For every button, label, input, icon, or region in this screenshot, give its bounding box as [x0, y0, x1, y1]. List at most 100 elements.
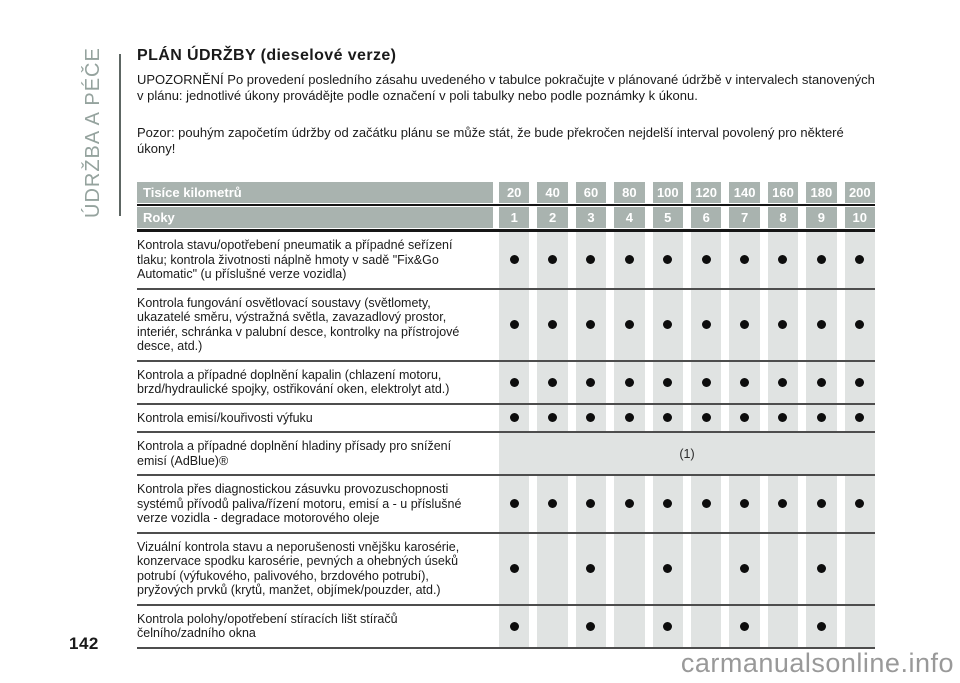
- header-years-cells: 1 2 3 4 5 6 7 8 9 10: [499, 207, 875, 228]
- interval-empty-cell: [614, 605, 645, 647]
- interval-mark-cell: [806, 605, 837, 647]
- interval-mark-cell: [844, 404, 875, 431]
- row-cells: [499, 533, 875, 604]
- row-cells: [499, 289, 875, 360]
- bullet-mark-icon: [586, 413, 596, 423]
- km-header-cell: 100: [652, 182, 683, 203]
- sidebar-divider-line: [119, 54, 121, 216]
- year-header-cell: 3: [575, 207, 607, 228]
- page-title: PLÁN ÚDRŽBY (dieselové verze): [137, 47, 397, 64]
- interval-mark-cell: [499, 605, 530, 647]
- interval-mark-cell: [652, 476, 683, 532]
- bullet-mark-icon: [586, 564, 596, 573]
- header-divider: [137, 204, 875, 206]
- bullet-mark-icon: [509, 320, 519, 329]
- km-header-cell: 160: [767, 182, 799, 203]
- bullet-mark-icon: [624, 499, 634, 509]
- row-task-label: Kontrola emisí/kouřivosti výfuku: [137, 410, 313, 425]
- interval-mark-cell: [806, 289, 837, 360]
- year-header-cell: 7: [729, 207, 760, 228]
- year-header-cell: 1: [499, 207, 530, 228]
- km-header-cell: 180: [806, 182, 837, 203]
- note-span-band: (1): [499, 433, 875, 474]
- bullet-mark-icon: [701, 255, 711, 265]
- bullet-mark-icon: [740, 320, 750, 329]
- km-header-cell: 80: [614, 182, 645, 203]
- bullet-mark-icon: [548, 377, 558, 387]
- interval-mark-cell: [575, 232, 607, 288]
- bullet-mark-icon: [586, 377, 596, 387]
- row-task-label: Vizuální kontrola stavu a neporušenosti …: [137, 539, 460, 598]
- bullet-mark-icon: [586, 255, 596, 265]
- bullet-mark-icon: [586, 320, 596, 329]
- bullet-mark-icon: [816, 255, 826, 265]
- bullet-mark-icon: [509, 413, 519, 423]
- interval-mark-cell: [499, 533, 530, 604]
- bullet-mark-icon: [663, 255, 673, 265]
- year-header-cell: 8: [767, 207, 799, 228]
- interval-mark-cell: [767, 476, 799, 532]
- interval-mark-cell: [575, 605, 607, 647]
- km-header-cell: 200: [844, 182, 875, 203]
- interval-mark-cell: [806, 404, 837, 431]
- interval-mark-cell: [806, 476, 837, 532]
- interval-mark-cell: [652, 232, 683, 288]
- bullet-mark-icon: [740, 413, 750, 423]
- interval-mark-cell: [767, 361, 799, 403]
- interval-mark-cell: [806, 361, 837, 403]
- intro-paragraph: UPOZORNĚNÍ Po provedení posledního zásah…: [137, 72, 875, 103]
- bullet-mark-icon: [586, 499, 596, 509]
- bullet-mark-icon: [663, 499, 673, 509]
- interval-mark-cell: [806, 533, 837, 604]
- interval-mark-cell: [690, 404, 722, 431]
- row-cells: [499, 476, 875, 532]
- bullet-mark-icon: [816, 413, 826, 423]
- bullet-mark-icon: [816, 499, 826, 509]
- year-header-cell: 4: [614, 207, 645, 228]
- header-years-label: Roky: [137, 207, 493, 228]
- bullet-mark-icon: [586, 621, 596, 631]
- interval-mark-cell: [575, 476, 607, 532]
- km-header-cell: 120: [690, 182, 722, 203]
- interval-mark-cell: [729, 232, 760, 288]
- interval-mark-cell: [844, 289, 875, 360]
- interval-mark-cell: [575, 289, 607, 360]
- bullet-mark-icon: [548, 499, 558, 509]
- bullet-mark-icon: [855, 499, 865, 509]
- interval-empty-cell: [614, 533, 645, 604]
- interval-mark-cell: [575, 361, 607, 403]
- interval-mark-cell: [844, 476, 875, 532]
- year-header-cell: 10: [844, 207, 875, 228]
- bullet-mark-icon: [663, 377, 673, 387]
- bullet-mark-icon: [740, 377, 750, 387]
- interval-empty-cell: [844, 605, 875, 647]
- interval-empty-cell: [844, 533, 875, 604]
- interval-mark-cell: [652, 605, 683, 647]
- interval-mark-cell: [537, 404, 568, 431]
- watermark-text: carmanualsonline.info: [680, 648, 954, 678]
- row-task-label: Kontrola přes diagnostickou zásuvku prov…: [137, 482, 462, 525]
- interval-mark-cell: [806, 232, 837, 288]
- row-task-label: Kontrola fungování osvětlovací soustavy …: [137, 295, 460, 354]
- interval-empty-cell: [690, 605, 722, 647]
- interval-mark-cell: [575, 404, 607, 431]
- interval-mark-cell: [575, 533, 607, 604]
- interval-mark-cell: [844, 361, 875, 403]
- interval-mark-cell: [499, 289, 530, 360]
- interval-empty-cell: [690, 533, 722, 604]
- interval-mark-cell: [499, 232, 530, 288]
- bullet-mark-icon: [740, 564, 750, 573]
- bullet-mark-icon: [701, 499, 711, 509]
- bullet-mark-icon: [548, 320, 558, 329]
- bullet-mark-icon: [740, 255, 750, 265]
- interval-empty-cell: [537, 533, 568, 604]
- bullet-mark-icon: [663, 320, 673, 329]
- interval-mark-cell: [652, 361, 683, 403]
- bullet-mark-icon: [778, 499, 788, 509]
- row-task-label: Kontrola a případné doplnění hladiny pří…: [137, 439, 452, 468]
- interval-mark-cell: [537, 232, 568, 288]
- table-row: Kontrola přes diagnostickou zásuvku prov…: [137, 476, 875, 534]
- interval-empty-cell: [767, 605, 799, 647]
- interval-mark-cell: [537, 361, 568, 403]
- interval-mark-cell: [690, 232, 722, 288]
